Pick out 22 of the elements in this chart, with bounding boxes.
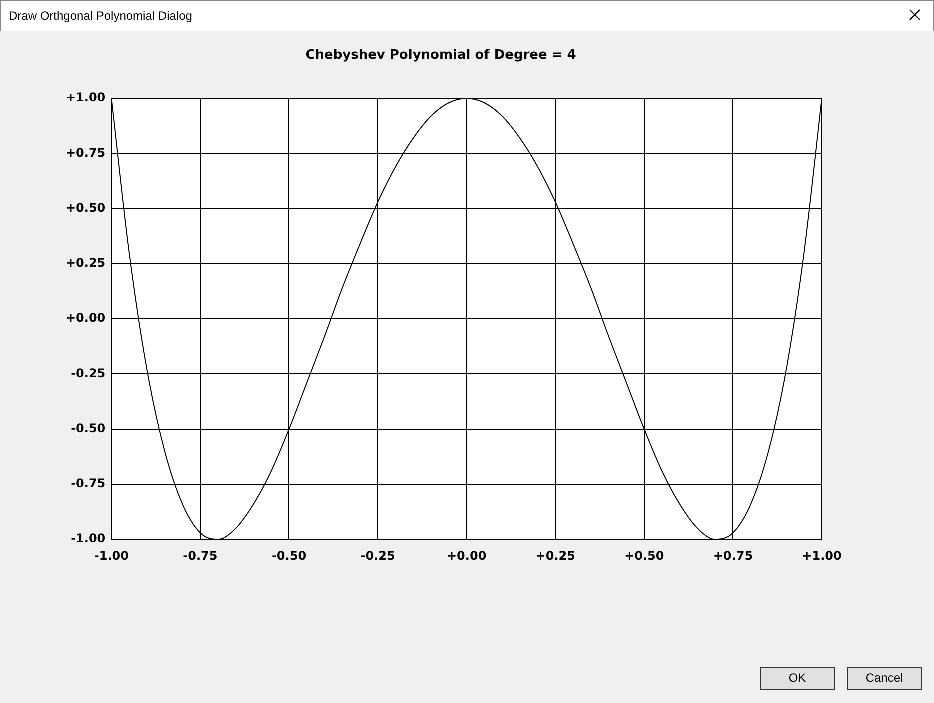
text: Draw Orthgonal Polynomial Dialog: [9, 9, 192, 23]
x-tick-label: +1.00: [802, 548, 842, 563]
y-tick-label: +1.00: [66, 90, 106, 105]
x-tick-label: +0.75: [713, 548, 754, 563]
y-tick-label: +0.50: [66, 200, 106, 215]
x-tick-label: -0.25: [360, 548, 396, 563]
x-tick-label: -1.00: [94, 548, 129, 563]
y-tick-label: -0.50: [71, 421, 106, 436]
x-tick-label: -0.75: [183, 548, 218, 563]
x-tick-label: +0.00: [446, 548, 487, 563]
y-tick-label: -1.00: [71, 532, 106, 546]
x-tick-label: +0.50: [624, 548, 664, 563]
y-tick-label: -0.25: [71, 366, 106, 380]
y-tick-label: +0.00: [66, 311, 106, 326]
text: OK: [760, 667, 835, 690]
text: Cancel: [847, 667, 922, 690]
y-tick-label: +0.75: [66, 146, 106, 160]
y-tick-label: -0.75: [71, 476, 106, 491]
x-tick-label: -0.50: [272, 548, 307, 563]
chart-title: Chebyshev Polynomial of Degree = 4: [306, 48, 576, 64]
y-tick-label: +0.25: [66, 256, 106, 270]
x-tick-label: +0.25: [536, 548, 576, 563]
